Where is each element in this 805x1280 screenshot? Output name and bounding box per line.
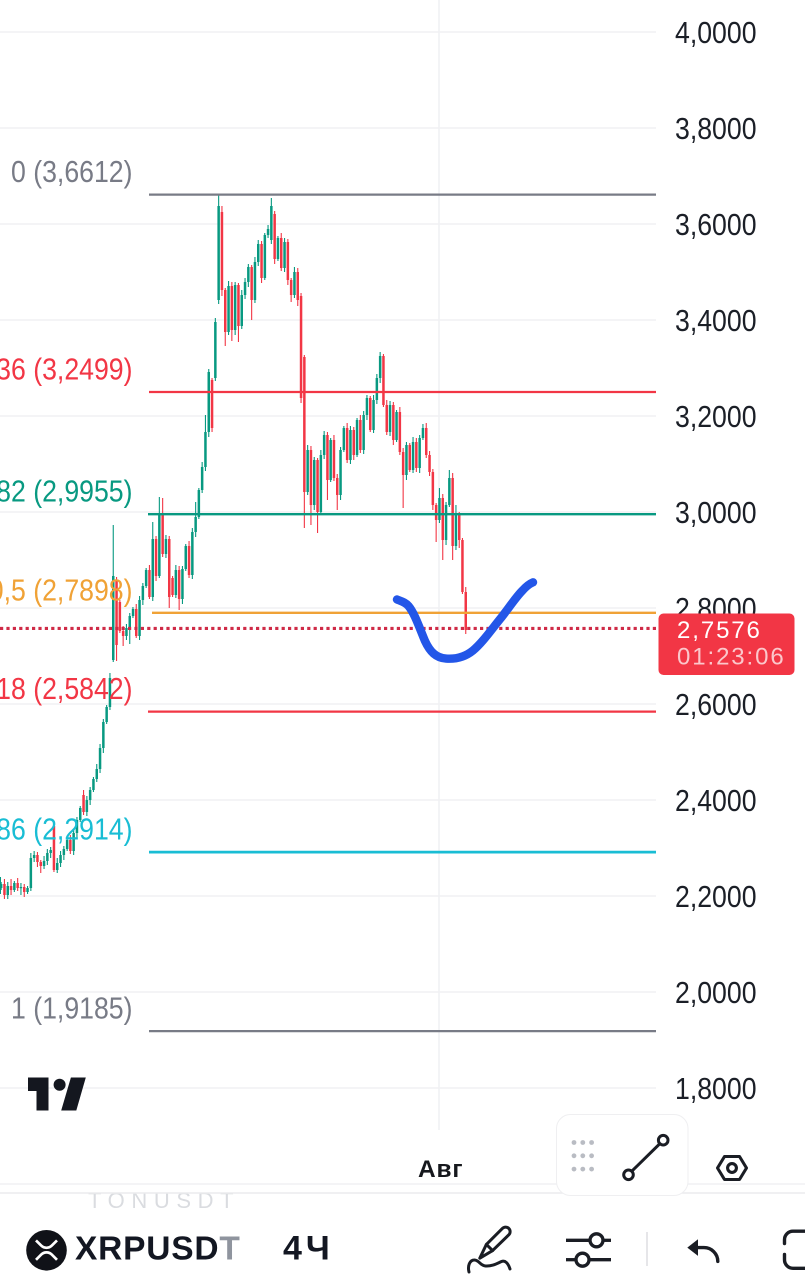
svg-text:2,6000: 2,6000 bbox=[675, 688, 757, 722]
svg-text:Авг: Авг bbox=[418, 1156, 463, 1183]
svg-text:XRPUSDT: XRPUSDT bbox=[75, 1231, 241, 1268]
svg-text:2,2000: 2,2000 bbox=[675, 880, 757, 914]
svg-text:01:23:06: 01:23:06 bbox=[677, 644, 786, 671]
svg-text:3,2000: 3,2000 bbox=[675, 400, 757, 434]
svg-text:0,236 (3,2499): 0,236 (3,2499) bbox=[0, 353, 133, 387]
svg-text:0,5 (2,7898): 0,5 (2,7898) bbox=[0, 573, 133, 607]
svg-text:4Ч: 4Ч bbox=[283, 1230, 334, 1268]
svg-text:0,618 (2,5842): 0,618 (2,5842) bbox=[0, 672, 133, 706]
svg-text:2,7576: 2,7576 bbox=[677, 617, 762, 644]
svg-text:TONUSDT: TONUSDT bbox=[88, 1188, 240, 1213]
svg-text:3,0000: 3,0000 bbox=[675, 496, 757, 530]
svg-text:3,4000: 3,4000 bbox=[675, 304, 757, 338]
svg-text:0,786 (2,2914): 0,786 (2,2914) bbox=[0, 813, 133, 847]
svg-text:0,382 (2,9955): 0,382 (2,9955) bbox=[0, 475, 133, 509]
svg-text:4,0000: 4,0000 bbox=[675, 16, 757, 50]
svg-text:2,0000: 2,0000 bbox=[675, 976, 757, 1010]
svg-text:1,8000: 1,8000 bbox=[675, 1072, 757, 1106]
svg-text:3,8000: 3,8000 bbox=[675, 112, 757, 146]
svg-text:1 (1,9185): 1 (1,9185) bbox=[11, 992, 133, 1026]
svg-text:3,6000: 3,6000 bbox=[675, 208, 757, 242]
svg-text:0 (3,6612): 0 (3,6612) bbox=[11, 155, 133, 189]
svg-text:2,4000: 2,4000 bbox=[675, 784, 757, 818]
